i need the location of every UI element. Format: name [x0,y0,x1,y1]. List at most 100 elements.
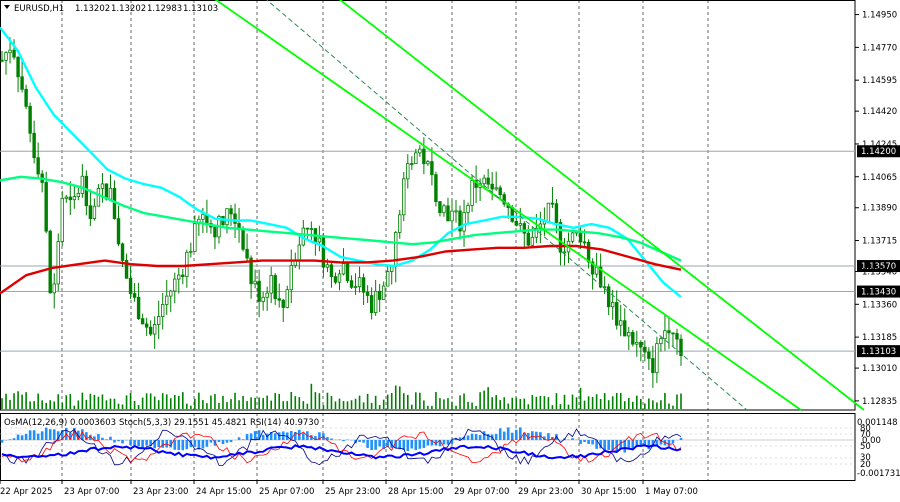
candle-body [156,316,161,325]
candle-body [48,230,52,294]
candle-body [181,274,185,277]
indicator-axis: 0.001148 0.00 -0.001731 80 70 50 30 20 [857,418,900,479]
candle-body [108,187,113,200]
candle-body [36,157,40,175]
candle-body [341,263,346,275]
candle-body [679,338,683,357]
x-tick-label: 30 Apr 15:00 [581,487,636,497]
candle-body [615,302,619,326]
candle-body [321,237,326,268]
volume-bars [1,383,682,409]
candle-body [623,320,627,337]
level-badge-label: 1.13103 [861,347,896,357]
candle-body [265,292,269,298]
candle-body [317,237,322,243]
rsi-line [1,444,682,460]
x-tick-label: 28 Apr 15:00 [388,487,443,497]
candle-body [16,56,20,78]
candle-body [349,280,354,288]
candle-body [297,244,302,261]
candle-body [627,332,631,337]
candle-body [4,52,8,61]
candle-body [406,163,410,180]
candle-body [602,286,607,289]
candle-body [442,205,446,214]
y-tick-label: 1.13360 [862,300,897,310]
level-badge-label: 1.14200 [861,147,896,157]
candle-body [430,161,434,176]
candle-body [671,332,675,335]
x-tick-label: 25 Apr 07:00 [259,487,314,497]
candle-body [8,49,12,54]
candle-body [494,187,498,190]
candle-body [667,330,671,334]
candle-body [510,207,514,222]
candle-body [610,302,615,308]
x-tick-label: 29 Apr 07:00 [454,487,509,497]
channel-line [214,0,802,411]
candle-body [161,304,165,317]
x-tick-label: 24 Apr 15:00 [196,487,251,497]
candle-body [100,183,105,189]
candle-body [124,260,129,279]
candle-body [454,210,458,213]
candle-body [281,299,285,308]
x-tick-label: 23 Apr 23:00 [133,487,188,497]
candle-body [659,338,663,345]
indicator-panel [0,427,855,466]
candle-body [337,273,342,283]
candle-body [88,205,93,220]
candle-body [285,289,289,308]
grid [0,0,856,481]
horizontal-levels: 1.14200 1.13570 1.13430 1.13103 [0,145,900,358]
channel-line [338,0,865,411]
chart-header: EURUSD,H1 1.13202 1.13202 1.12983 1.1310… [4,4,218,14]
symbol-label: EURUSD,H1 [14,4,64,14]
candle-body [333,276,338,283]
candle-body [241,229,245,250]
candle-body [229,208,233,215]
indicator-axis-mid: 0.00 [862,436,881,446]
level-badge-label: 1.13570 [861,262,896,272]
x-tick-label: 22 Apr 2025 [0,487,53,497]
y-tick-label: 1.14950 [862,11,897,21]
candle-body [490,183,494,190]
x-tick-label: 1 May 07:00 [645,487,698,497]
candle-body [253,280,257,285]
candle-body [578,231,583,243]
y-tick-label: 1.13890 [862,204,897,214]
candle-body [12,49,16,58]
channel-lines [214,0,865,411]
open-value: 1.13202 [75,4,110,14]
candle-body [132,293,137,298]
dropdown-triangle-icon[interactable] [4,5,10,9]
osma-label: OsMA(12,26,9) 0.0003603 [4,418,116,428]
candle-body [128,277,133,294]
candle-body [56,241,60,285]
candle-body [598,266,603,288]
time-axis: 22 Apr 2025 23 Apr 07:00 23 Apr 23:00 24 Ap… [0,480,698,497]
candle-body [466,205,470,213]
candle-body [44,182,48,232]
candle-body [631,332,635,345]
candle-body [434,174,438,202]
candle-body [257,280,261,302]
candle-body [647,351,651,359]
y-tick-label: 1.12835 [862,397,897,407]
indicator-header: OsMA(12,26,9) 0.0003603 Stoch(5,3,3) 29.… [4,418,319,428]
candle-body [140,318,145,325]
candle-body [273,275,277,300]
candle-body [402,178,406,216]
candle-body [245,248,249,259]
candle-body [185,251,189,277]
candle-body [381,285,386,300]
candle-body [619,320,623,326]
candle-body [390,266,394,272]
y-tick-label: 1.13715 [862,237,897,247]
price-axis: 1.14950 1.14770 1.14595 1.14420 1.14245 1.140… [855,11,897,407]
x-tick-label: 25 Apr 23:00 [325,487,380,497]
candle-body [398,214,402,233]
candle-body [76,193,81,198]
